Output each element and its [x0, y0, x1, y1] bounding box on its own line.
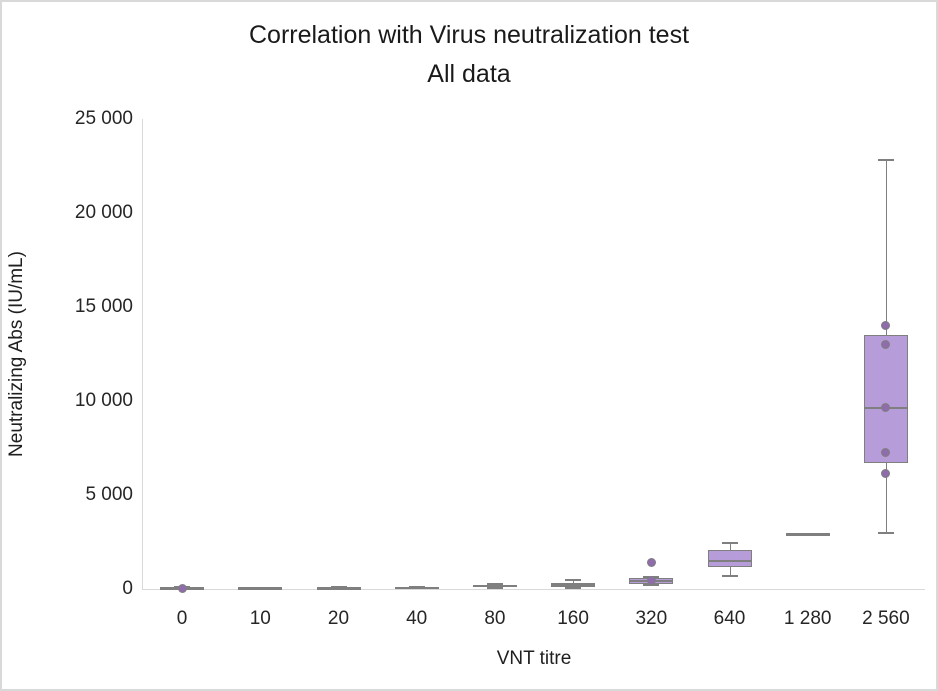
y-tick-label: 20 000 — [74, 202, 133, 223]
chart-title: Correlation with Virus neutralization te… — [248, 21, 690, 49]
x-tick-label: 40 — [406, 608, 428, 629]
upper-whisker-cap — [486, 583, 503, 586]
upper-whisker-cap — [877, 159, 894, 162]
data-point-dot — [881, 468, 891, 478]
x-tick-label: 640 — [713, 608, 746, 629]
y-tick-label: 25 000 — [74, 108, 133, 129]
y-tick-label: 10 000 — [74, 390, 133, 411]
box-median-line — [707, 559, 752, 562]
lower-whisker-line — [729, 567, 731, 576]
box-plot-box — [863, 335, 908, 464]
data-point-dot — [881, 448, 891, 458]
box-median-line — [394, 586, 439, 589]
box-median-line — [238, 587, 283, 590]
chart-subtitle: All data — [427, 60, 511, 88]
x-tick-label: 160 — [557, 608, 589, 629]
upper-whisker-line — [729, 542, 731, 551]
x-tick-label: 20 — [327, 608, 350, 629]
upper-whisker-cap — [565, 578, 582, 581]
x-tick-label: 320 — [635, 608, 668, 629]
lower-whisker-cap — [486, 587, 503, 590]
data-point-dot — [646, 558, 656, 568]
data-point-dot — [881, 321, 891, 331]
lower-whisker-cap — [565, 587, 582, 590]
upper-whisker-line — [885, 160, 887, 336]
x-tick-label: 80 — [484, 608, 506, 629]
x-tick-label: 0 — [176, 608, 188, 629]
x-tick-label: 2 560 — [862, 608, 910, 629]
chart-title-block: Correlation with Virus neutralization te… — [2, 16, 936, 94]
box-plot-box — [707, 550, 752, 568]
box-median-line — [472, 585, 517, 588]
data-point-dot — [646, 576, 656, 586]
y-axis-line — [142, 119, 143, 589]
x-axis-line — [142, 589, 925, 590]
x-tick-label: 10 — [249, 608, 271, 629]
box-median-line — [316, 586, 361, 589]
y-tick-label: 15 000 — [74, 296, 133, 317]
y-tick-label: 0 — [122, 578, 133, 599]
x-tick-label: 1 280 — [783, 608, 832, 629]
upper-whisker-line — [573, 579, 575, 583]
box-median-line — [551, 584, 596, 587]
y-axis-title: Neutralizing Abs (IU/mL) — [6, 251, 27, 457]
x-axis-title: VNT titre — [496, 648, 572, 669]
data-point-dot — [881, 403, 891, 413]
upper-whisker-cap — [721, 541, 738, 544]
lower-whisker-line — [885, 463, 887, 533]
data-point-dot — [177, 583, 187, 593]
lower-whisker-cap — [877, 531, 894, 534]
lower-whisker-cap — [721, 574, 738, 577]
box-median-line — [785, 532, 830, 535]
data-point-dot — [881, 340, 891, 350]
y-tick-label: 5 000 — [85, 484, 133, 505]
